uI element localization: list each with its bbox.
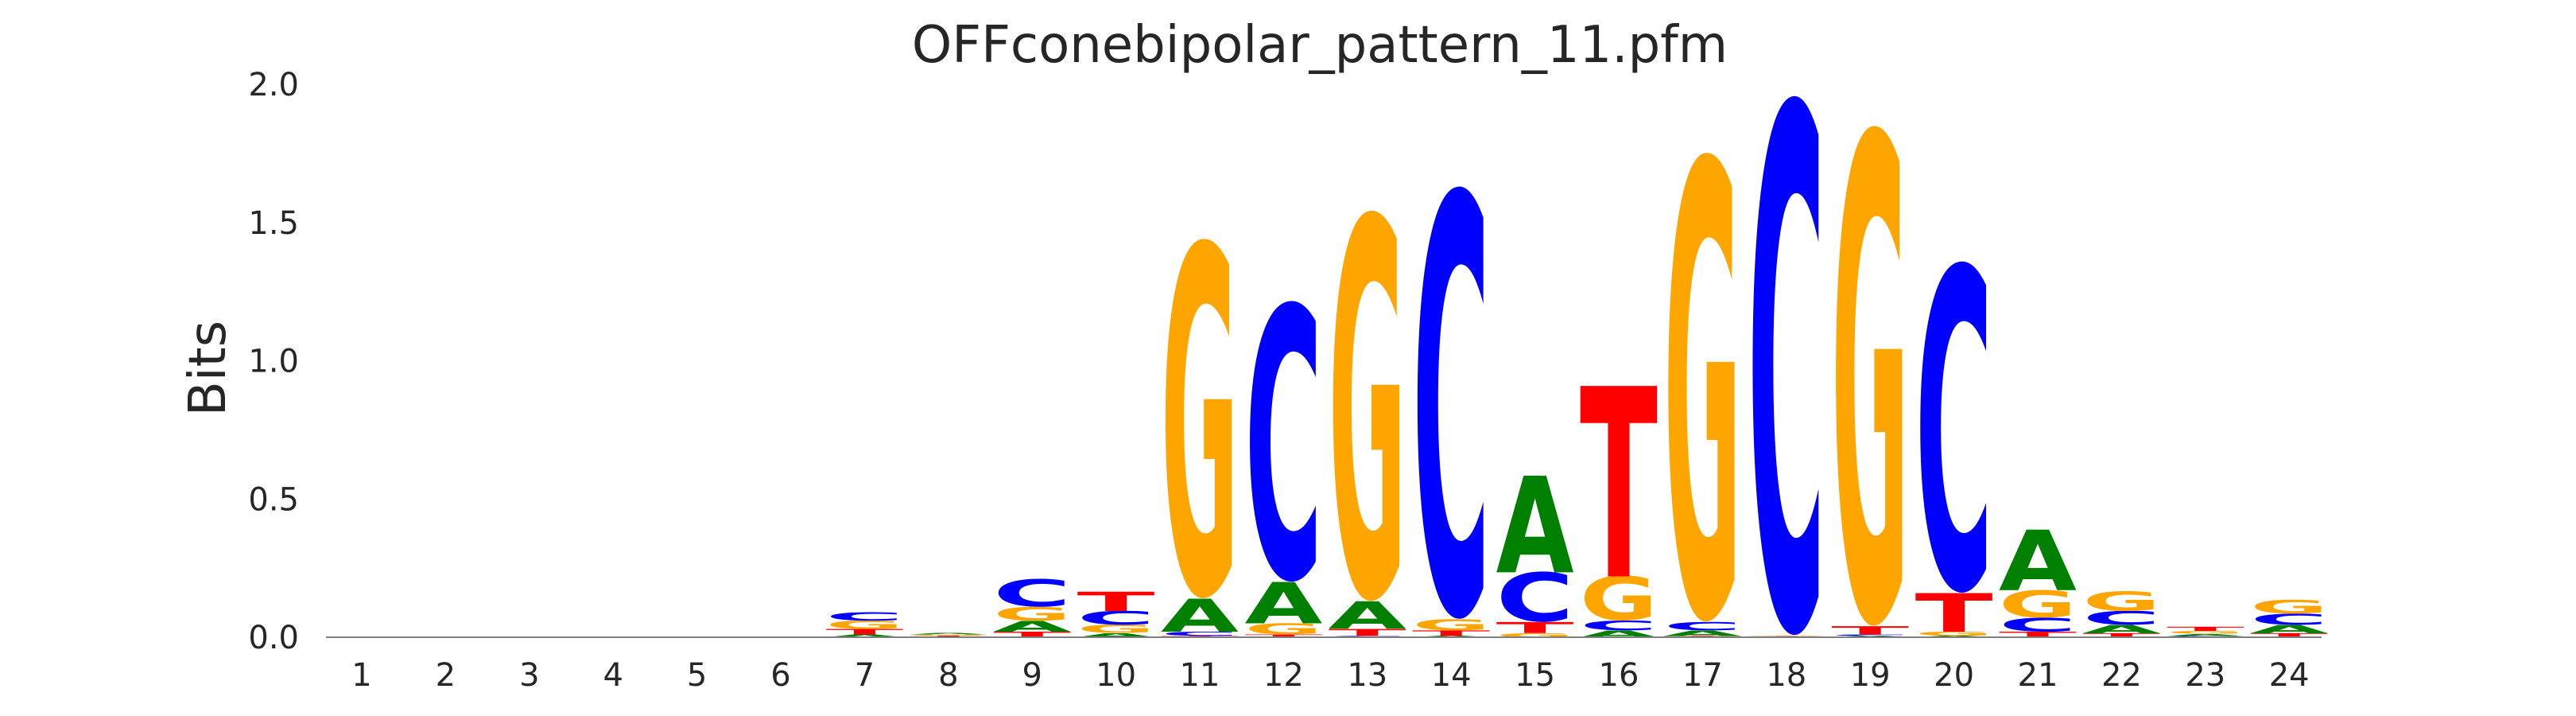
logo-letter-T: T <box>1077 586 1155 617</box>
x-tick-label: 20 <box>1934 657 1974 694</box>
logo-letter-G: G <box>1915 631 1993 637</box>
logo-letter-C: C <box>1412 80 1490 716</box>
logo-letter-T: T <box>993 630 1071 639</box>
logo-letter-G: G <box>1999 583 2077 626</box>
logo-letter-A: A <box>825 634 903 639</box>
x-tick-label: 13 <box>1347 657 1387 694</box>
logo-letter-T: T <box>910 636 987 637</box>
logo-letter-A: A <box>1077 632 1155 638</box>
y-tick-label: 0.5 <box>248 481 299 518</box>
logo-letter-C: C <box>1077 607 1155 628</box>
logo-letter-T: T <box>1412 629 1490 638</box>
logo-letter-C: C <box>1496 559 1574 637</box>
logo-letter-G: G <box>1831 2 1909 716</box>
logo-letter-A: A <box>910 632 987 635</box>
x-tick-label: 10 <box>1096 657 1136 694</box>
x-tick-label: 18 <box>1766 657 1806 694</box>
logo-letter-G: G <box>825 619 903 632</box>
logo-letter-T: T <box>2167 625 2244 632</box>
logo-letter-C: C <box>1831 634 1909 636</box>
logo-letter-C: C <box>1161 631 1239 637</box>
x-tick-label: 8 <box>938 657 958 694</box>
logo-letter-C: C <box>2082 607 2160 628</box>
logo-letter-T: T <box>1580 334 1658 638</box>
logo-letter-G: G <box>1663 39 1741 716</box>
logo-letter-T: T <box>1999 630 2077 639</box>
x-tick-label: 23 <box>2185 657 2225 694</box>
x-tick-label: 1 <box>351 657 371 694</box>
y-tick-label: 0.0 <box>248 620 299 656</box>
y-axis-ticks: 0.0 0.5 1.0 1.5 2.0 <box>248 67 299 656</box>
x-axis-ticks: 1 2 3 4 5 6 7 8 9 10 11 12 13 14 15 16 17 18 19 20 21 22 23 24 <box>351 657 2309 694</box>
logo-letter-A: A <box>1999 513 2077 610</box>
x-tick-label: 14 <box>1431 657 1472 694</box>
logo-letter-G: G <box>2167 630 2244 634</box>
logo-letter-T: T <box>2250 632 2328 638</box>
logo-letter-T: T <box>1244 634 1322 639</box>
logo-letter-C: C <box>1663 620 1741 632</box>
x-tick-label: 16 <box>1599 657 1639 694</box>
x-tick-label: 21 <box>2018 657 2058 694</box>
logo-letter-A: A <box>2167 633 2244 636</box>
x-tick-label: 6 <box>770 657 790 694</box>
logo-letter-G: G <box>1580 566 1658 634</box>
logo-letter-G: G <box>1244 621 1322 638</box>
x-tick-label: 2 <box>436 657 456 694</box>
logo-letter-A: A <box>1663 629 1742 638</box>
logo-letter-G: G <box>1077 623 1155 636</box>
logo-letter-A: A <box>2082 623 2160 636</box>
y-tick-label: 1.0 <box>248 344 299 380</box>
logo-letter-G: G <box>2082 586 2160 617</box>
logo-letter-G: G <box>1161 150 1239 704</box>
logo-letter-A: A <box>2250 623 2328 636</box>
logo-letter-C: C <box>825 610 903 623</box>
logo-letter-T: T <box>1496 619 1574 636</box>
x-tick-label: 5 <box>687 657 707 694</box>
x-tick-label: 24 <box>2269 657 2310 694</box>
logo-letter-C: C <box>1748 0 1825 716</box>
logo-letter-T: T <box>1915 583 1993 644</box>
logo-letter-A: A <box>1244 571 1323 637</box>
logo-letter-C: C <box>1244 232 1322 663</box>
x-tick-label: 12 <box>1263 657 1304 694</box>
logo-letter-G: G <box>993 603 1071 625</box>
logo-letter-C: C <box>993 572 1071 616</box>
chart-title: OFFconebipolar_pattern_11.pfm <box>912 16 1728 75</box>
x-tick-label: 11 <box>1180 657 1220 694</box>
logo-letter-C: C <box>1580 618 1658 633</box>
logo-letter-A: A <box>1329 593 1406 638</box>
logo-letter-C: C <box>2250 611 2328 628</box>
logo-letter-C: C <box>1915 181 1993 690</box>
x-tick-label: 7 <box>855 657 875 694</box>
logo-letter-G: G <box>1496 632 1574 638</box>
logo-letter-C: C <box>1999 614 2077 636</box>
x-tick-label: 17 <box>1682 657 1723 694</box>
logo-letter-G: G <box>910 634 987 636</box>
logo-letter-T: T <box>1329 627 1406 638</box>
logo-letter-A: A <box>993 618 1071 636</box>
logo-letter-A: A <box>1161 590 1239 643</box>
logo-letter-T: T <box>1831 624 1910 637</box>
y-tick-label: 2.0 <box>248 67 299 103</box>
logo-letter-G: G <box>1329 115 1406 715</box>
logo-letter-T: T <box>2082 632 2160 638</box>
logo-letter-T: T <box>825 628 903 636</box>
logo-letters: ATGCCTGATAGCAGCTTCAGTGACCTAGATGCGTCAACGT… <box>825 0 2328 716</box>
x-tick-label: 3 <box>519 657 539 694</box>
x-tick-label: 15 <box>1515 657 1555 694</box>
logo-letter-G: G <box>1412 617 1490 634</box>
y-axis-label: Bits <box>179 321 238 416</box>
y-tick-label: 1.5 <box>248 205 299 242</box>
logo-letter-A: A <box>1496 449 1574 604</box>
x-tick-label: 9 <box>1022 657 1042 694</box>
x-tick-label: 19 <box>1850 657 1891 694</box>
x-tick-label: 4 <box>603 657 623 694</box>
x-tick-label: 22 <box>2101 657 2142 694</box>
logo-letter-G: G <box>2250 597 2328 618</box>
